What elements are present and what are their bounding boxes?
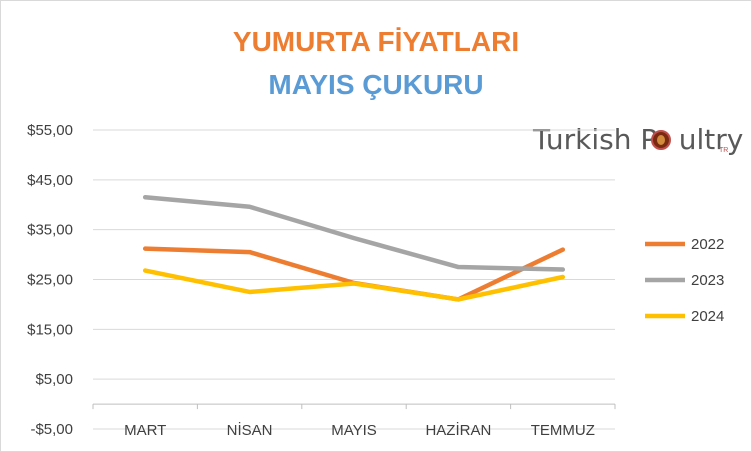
x-tick-label: MAYIS bbox=[331, 422, 377, 439]
y-tick-label: $35,00 bbox=[27, 222, 73, 239]
series-line-2024 bbox=[142, 268, 566, 302]
logo-text: Turkish P ultry bbox=[532, 123, 743, 156]
series-line-2023 bbox=[142, 195, 566, 272]
gridlines bbox=[93, 129, 615, 430]
legend: 2022 2023 2024 bbox=[645, 236, 724, 325]
y-tick-label: -$5,00 bbox=[30, 421, 73, 438]
x-tick-label: MART bbox=[124, 422, 166, 439]
series-lines bbox=[142, 195, 566, 302]
y-tick-label: $25,00 bbox=[27, 272, 73, 289]
logo-badge: TR bbox=[719, 147, 728, 154]
logo-text-before: Turkish P bbox=[532, 123, 657, 156]
legend-label-2024: 2024 bbox=[691, 308, 724, 325]
x-tick-label: TEMMUZ bbox=[531, 422, 595, 439]
y-tick-label: $55,00 bbox=[27, 122, 73, 139]
turkish-poultry-logo: Turkish P ultry TR bbox=[532, 123, 743, 156]
x-tick-label: HAZİRAN bbox=[425, 421, 491, 439]
x-axis-ticks: MART NİSAN MAYIS HAZİRAN TEMMUZ bbox=[124, 421, 595, 439]
legend-label-2022: 2022 bbox=[691, 236, 724, 253]
chart-subtitle: MAYIS ÇUKURU bbox=[268, 69, 483, 100]
egg-yolk-icon bbox=[657, 135, 665, 145]
x-tick-label: NİSAN bbox=[227, 421, 273, 439]
y-axis-ticks: -$5,00 $5,00 $15,00 $25,00 $35,00 $45,00 $55,0… bbox=[27, 122, 73, 438]
logo-text-after: ultry bbox=[679, 123, 744, 156]
legend-label-2023: 2023 bbox=[691, 272, 724, 289]
y-tick-label: $5,00 bbox=[35, 371, 73, 388]
x-axis bbox=[92, 403, 616, 410]
chart-title: YUMURTA FİYATLARI bbox=[233, 26, 519, 57]
y-tick-label: $15,00 bbox=[27, 321, 73, 338]
y-tick-label: $45,00 bbox=[27, 172, 73, 189]
